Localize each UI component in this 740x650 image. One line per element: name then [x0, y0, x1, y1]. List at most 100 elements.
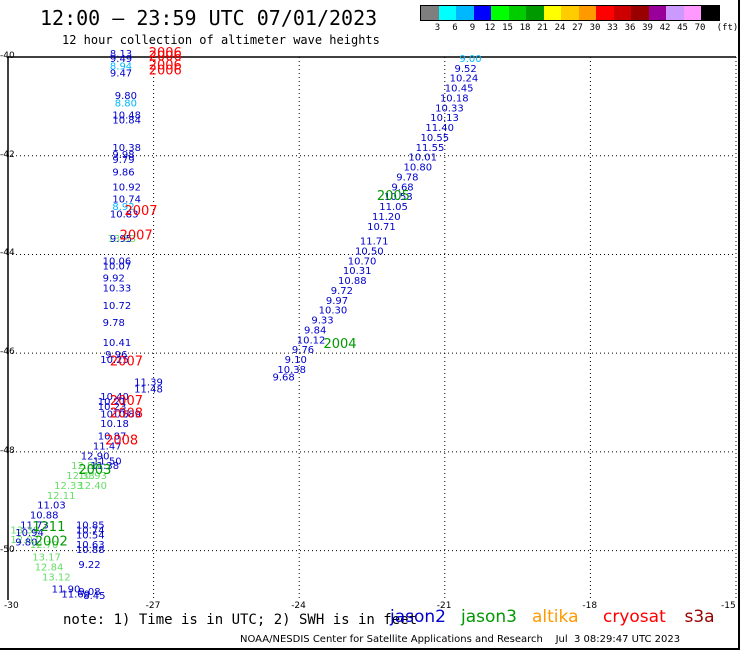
- scale-label: 24: [554, 23, 566, 33]
- scale-swatch: [683, 6, 701, 20]
- scale-label: 3: [434, 23, 441, 33]
- wave-height-label: 13.17: [32, 553, 61, 564]
- footnote: note: 1) Time is in UTC; 2) SWH is in fe…: [63, 612, 418, 628]
- wave-height-label: 10.74: [76, 525, 105, 536]
- wave-height-label: 10.40: [100, 392, 129, 403]
- wave-height-label: 9.22: [78, 560, 100, 571]
- longitude-label: -30: [4, 601, 19, 611]
- scale-swatch: [613, 6, 631, 20]
- wave-height-label: 10.84: [112, 116, 141, 127]
- scale-swatch: [421, 6, 439, 20]
- scale-swatch: [491, 6, 509, 20]
- wave-height-label: 8.92: [112, 202, 134, 213]
- wave-height-label: 10.25: [100, 355, 129, 366]
- wave-height-label: 10.92: [112, 182, 141, 193]
- wave-height-label: 10.88: [338, 276, 367, 287]
- time-label: 2008: [110, 406, 143, 421]
- wave-height-label: 9.08: [78, 587, 100, 598]
- wave-height-label: 9.98: [112, 150, 134, 161]
- wave-height-label: 9.78: [103, 318, 125, 329]
- color-scale: 3 6 9 12 15 18 21 24 27 30 33 36 39 42 45 70 (ft): [420, 5, 738, 35]
- wave-height-label: 12.11: [47, 491, 76, 502]
- wave-height-label: 12.70: [30, 540, 59, 551]
- scale-label: 27: [572, 23, 583, 33]
- page-subtitle: 12 hour collection of altimeter wave hei…: [62, 33, 380, 47]
- scale-label: 45: [677, 23, 688, 33]
- wave-height-label: 9.76: [292, 345, 314, 356]
- wave-height-label: 12.90: [81, 451, 110, 462]
- wave-height-label: 8.80: [115, 98, 137, 109]
- wave-height-label: 9.78: [396, 172, 418, 183]
- wave-height-label: 12.33: [54, 481, 83, 492]
- wave-height-label: 12.86: [71, 461, 100, 472]
- time-label: 2006: [149, 58, 182, 73]
- wave-height-label: 9.86: [112, 167, 134, 178]
- scale-swatch: [456, 6, 474, 20]
- time-label: 2006: [149, 49, 182, 64]
- scale-swatch: [631, 6, 649, 20]
- longitude-label: -27: [145, 601, 161, 611]
- scale-swatch: [648, 6, 666, 20]
- scale-label: 36: [624, 23, 636, 33]
- time-label: 2002: [35, 535, 68, 550]
- wave-height-label: 11.03: [37, 501, 66, 512]
- wave-height-label: 11.38: [91, 461, 120, 472]
- wave-height-label: 10.63: [76, 540, 105, 551]
- scale-label: 33: [607, 23, 618, 33]
- satellite-legend-item: jason2: [390, 607, 446, 627]
- wave-height-label: 10.06: [103, 256, 132, 267]
- wave-height-label: 10.93: [78, 471, 107, 482]
- wave-height-label: 11.48: [134, 385, 163, 396]
- latitude-label: -44: [0, 248, 15, 259]
- wave-height-label: 10.89: [112, 409, 141, 420]
- time-label: 2006: [149, 46, 182, 61]
- longitude-label: -24: [291, 601, 306, 611]
- satellite-legend-item: jason3: [461, 607, 517, 627]
- wave-height-label: 13.30: [10, 525, 39, 536]
- wave-height-label: 10.53: [384, 192, 413, 203]
- time-label: 2008: [105, 434, 138, 449]
- wave-height-label: 10.72: [103, 301, 132, 312]
- wave-height-label: 10.55: [421, 133, 450, 144]
- wave-height-label: 10.45: [445, 84, 474, 95]
- wave-height-label: 10.33: [103, 283, 132, 294]
- wave-height-label: 10.18: [100, 419, 129, 430]
- scale-label: 30: [589, 23, 601, 33]
- scale-label: 42: [659, 23, 671, 33]
- wave-height-label: 9.97: [326, 296, 348, 307]
- wave-height-label: 10.83: [110, 209, 139, 220]
- wave-height-label: 9.33: [311, 316, 333, 327]
- credit-line: NOAA/NESDIS Center for Satellite Applica…: [240, 634, 681, 645]
- scale-label: 18: [519, 23, 531, 33]
- wave-height-label: 12.33: [66, 471, 95, 482]
- color-scale-bar: [420, 5, 720, 21]
- wave-height-label: 12.84: [35, 562, 64, 573]
- wave-height-label: 11.55: [416, 143, 445, 154]
- wave-height-label: 9.47: [110, 69, 132, 80]
- scale-swatch: [561, 6, 579, 20]
- wave-height-label: 9.72: [331, 286, 353, 297]
- wave-height-label: 9.80: [15, 538, 37, 549]
- wave-height-label: 11.60: [61, 590, 90, 601]
- wave-height-label: 11.50: [93, 456, 122, 467]
- scale-swatch: [578, 6, 596, 20]
- scale-label: 15: [502, 23, 513, 33]
- wave-height-label: 9.80: [115, 91, 137, 102]
- wave-height-label: 10.94: [15, 528, 44, 539]
- wave-height-label: 10.87: [98, 432, 127, 443]
- wave-height-label: 10.48: [112, 111, 141, 122]
- wave-height-label: 10.88: [30, 511, 59, 522]
- time-label: 2007: [110, 355, 143, 370]
- scale-swatch: [701, 6, 719, 20]
- wave-height-label: 10.01: [408, 153, 437, 164]
- wave-height-label: 13.53: [107, 234, 136, 245]
- wave-height-label: 9.84: [304, 325, 326, 336]
- wave-height-label: 10.74: [112, 195, 141, 206]
- wave-height-label: 10.07: [103, 261, 132, 272]
- wave-height-label: 10.85: [76, 520, 105, 531]
- time-label: 2006: [149, 63, 182, 78]
- wave-height-label: 10.33: [435, 103, 464, 114]
- scale-label: 39: [642, 23, 653, 33]
- wave-height-label: 9.92: [103, 274, 125, 285]
